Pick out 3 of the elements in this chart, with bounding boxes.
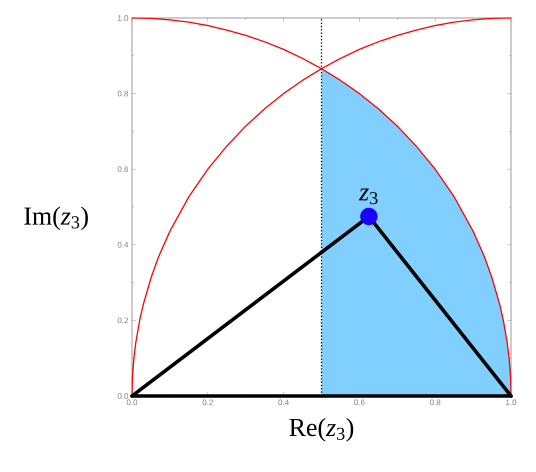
y-axis-title: Im(z$_{3}$) bbox=[24, 206, 88, 230]
x-axis-title: Re(z$_{3}$) bbox=[289, 418, 354, 442]
annotation: z$_{3}$ bbox=[358, 188, 378, 204]
